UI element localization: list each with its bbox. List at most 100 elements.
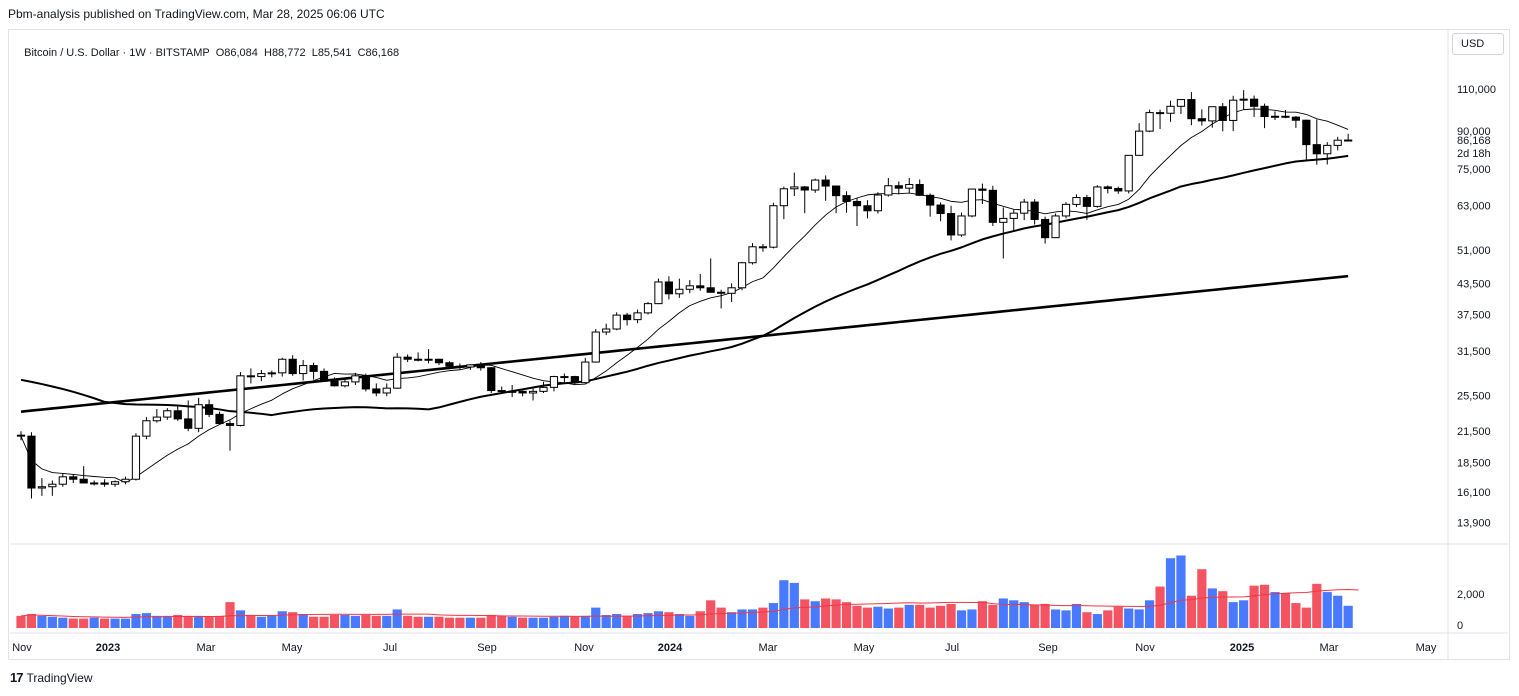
time-tick-label: May bbox=[854, 642, 875, 654]
price-tick-label: 43,500 bbox=[1457, 278, 1491, 290]
time-tick-label: Nov bbox=[1135, 642, 1155, 654]
time-tick-label: May bbox=[1416, 642, 1437, 654]
price-tick-label: 31,500 bbox=[1457, 346, 1491, 358]
volume-bar bbox=[1333, 595, 1343, 628]
volume-bar bbox=[695, 611, 705, 628]
candle-body bbox=[633, 312, 642, 321]
volume-bar bbox=[758, 607, 768, 628]
candle-body bbox=[1250, 98, 1259, 107]
candle-body bbox=[340, 381, 350, 387]
volume-bar bbox=[131, 614, 141, 628]
volume-bar bbox=[1301, 607, 1311, 628]
volume-bar bbox=[685, 615, 695, 628]
candle-body bbox=[654, 281, 663, 305]
volume-bar bbox=[497, 615, 507, 628]
price-tick-label: 18,500 bbox=[1457, 458, 1491, 470]
candle-body bbox=[267, 372, 276, 375]
candle-body bbox=[832, 185, 841, 197]
volume-bar bbox=[737, 609, 747, 628]
volume-bar bbox=[1186, 595, 1196, 628]
volume-bar bbox=[120, 618, 131, 628]
candle-body bbox=[1302, 119, 1311, 146]
candle-body bbox=[278, 358, 287, 374]
candle-body bbox=[1041, 218, 1050, 239]
candle-body bbox=[1009, 212, 1018, 219]
time-tick-label: Nov bbox=[12, 642, 32, 654]
currency-button[interactable]: USD bbox=[1452, 33, 1504, 55]
volume-bar bbox=[298, 614, 308, 628]
candle-body bbox=[121, 478, 130, 483]
candle-body bbox=[1218, 106, 1227, 121]
candle-body bbox=[779, 188, 788, 207]
candle-body bbox=[466, 364, 475, 368]
symbol-name[interactable]: Bitcoin / U.S. Dollar bbox=[24, 47, 120, 59]
volume-bar bbox=[214, 615, 225, 628]
volume-bar bbox=[1103, 610, 1113, 628]
volume-bar bbox=[988, 604, 998, 628]
volume-bar bbox=[1124, 608, 1134, 628]
volume-bar bbox=[1009, 600, 1019, 628]
volume-bar bbox=[267, 615, 277, 628]
candle-body bbox=[852, 200, 862, 207]
candle-body bbox=[16, 434, 26, 437]
price-tick-label: 75,000 bbox=[1457, 164, 1491, 176]
ohlc-values: O86,084 H88,772 L85,541 C86,168 bbox=[215, 47, 400, 59]
candle-body bbox=[1208, 106, 1217, 122]
volume-bar bbox=[894, 607, 904, 628]
candle-body bbox=[1197, 118, 1206, 122]
volume-bar bbox=[1259, 584, 1270, 628]
candle-body bbox=[863, 205, 872, 212]
volume-bar bbox=[361, 614, 371, 628]
candle-body bbox=[612, 314, 621, 330]
symbol-interval[interactable]: 1W bbox=[129, 47, 146, 59]
ma-200-line bbox=[20, 274, 1349, 413]
separator-dot: · bbox=[145, 47, 156, 59]
candle-body bbox=[1061, 203, 1071, 217]
candle-body bbox=[1260, 105, 1269, 117]
volume-bar bbox=[1322, 592, 1332, 628]
candle-body bbox=[163, 410, 172, 418]
volume-bar bbox=[100, 618, 110, 628]
candle-body bbox=[257, 373, 266, 378]
candle-body bbox=[1333, 139, 1342, 146]
volume-bar bbox=[423, 616, 434, 628]
candle-body bbox=[769, 205, 778, 248]
symbol-legend[interactable]: Bitcoin / U.S. Dollar · 1W · BITSTAMP O8… bbox=[18, 35, 399, 59]
tradingview-footer[interactable]: 17 TradingView bbox=[10, 670, 93, 685]
candle-body bbox=[570, 376, 579, 384]
candle-body bbox=[1145, 112, 1154, 132]
time-tick-label: 2023 bbox=[96, 642, 120, 654]
volume-bar bbox=[309, 616, 319, 628]
volume-bar bbox=[580, 615, 590, 628]
candle-body bbox=[821, 179, 830, 187]
candle-body bbox=[539, 386, 548, 392]
candle-body bbox=[37, 486, 46, 489]
tradingview-logo-icon: 17 bbox=[10, 670, 24, 685]
volume-tick-label: 0 bbox=[1457, 620, 1463, 632]
volume-pane bbox=[16, 555, 1359, 628]
volume-bar bbox=[1030, 604, 1040, 628]
candle-body bbox=[936, 204, 945, 215]
candle-body bbox=[1082, 197, 1092, 207]
volume-bar bbox=[152, 615, 162, 628]
candle-body bbox=[727, 287, 736, 294]
moving-averages bbox=[20, 108, 1349, 484]
candle-body bbox=[602, 328, 611, 333]
candle-body bbox=[748, 246, 757, 264]
volume-bar bbox=[465, 617, 475, 628]
candle-body bbox=[90, 482, 99, 485]
volume-bar bbox=[998, 598, 1008, 628]
candle-body bbox=[1155, 112, 1165, 115]
volume-bar bbox=[1071, 603, 1082, 628]
candle-body bbox=[173, 410, 182, 420]
volume-bar bbox=[1343, 605, 1353, 628]
candle-body bbox=[445, 362, 454, 367]
volume-bar bbox=[110, 618, 120, 628]
candle-body bbox=[1135, 130, 1144, 156]
volume-bar bbox=[1155, 586, 1165, 628]
candle-body bbox=[288, 358, 297, 375]
candle-body bbox=[319, 370, 329, 382]
volume-bar bbox=[664, 612, 674, 628]
volume-bar bbox=[444, 617, 455, 628]
